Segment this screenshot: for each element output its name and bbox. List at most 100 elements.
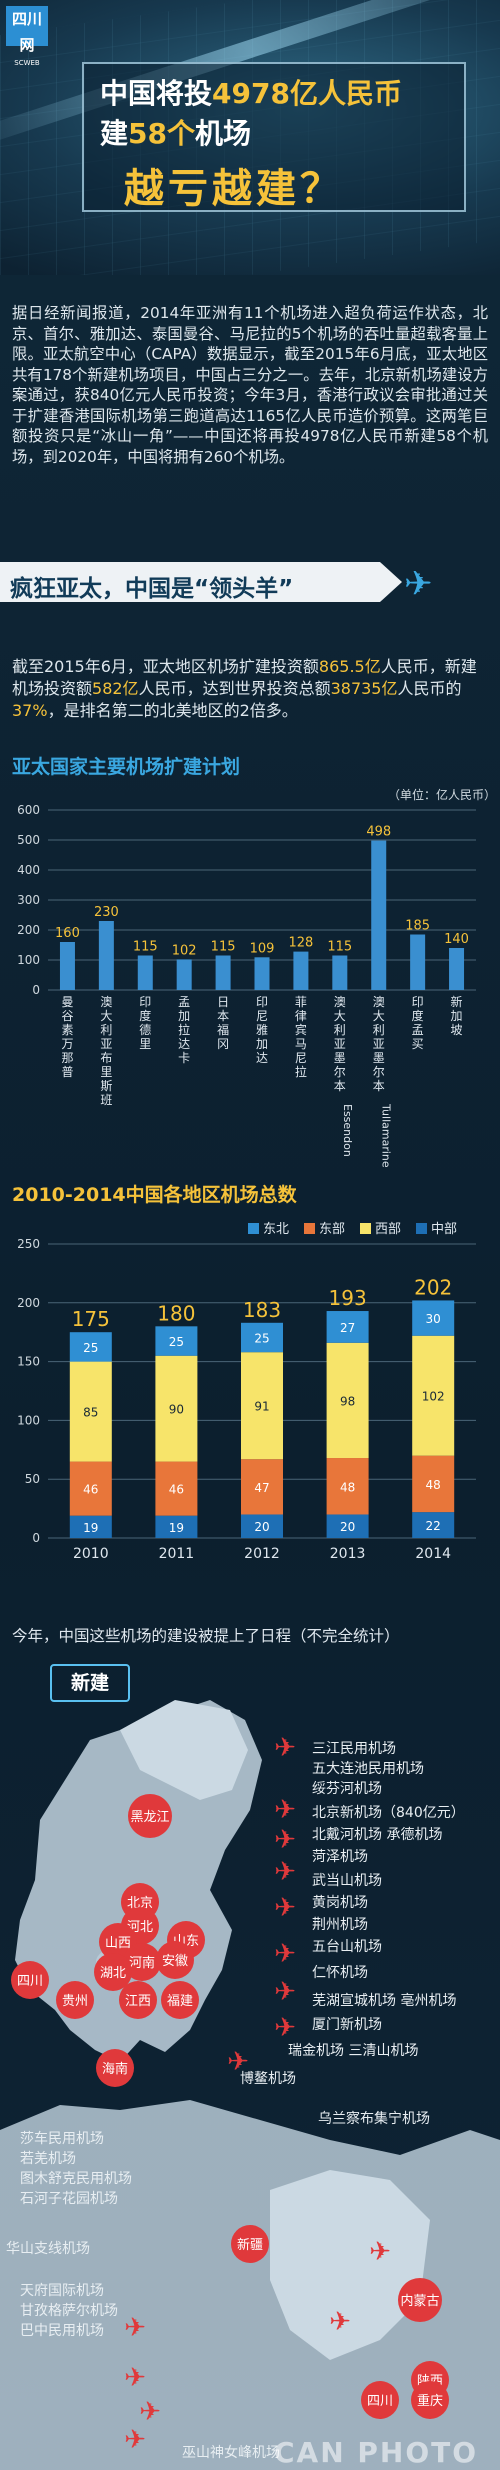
airport-name: 巴中民用机场 <box>20 2323 104 2339</box>
site-logo[interactable]: 四川网 SCWEB <box>6 6 48 67</box>
stacked-bar-segment <box>241 1459 283 1515</box>
svg-text:普: 普 <box>61 1065 73 1079</box>
y-tick-label: 150 <box>17 1355 40 1369</box>
province-label: 四川 <box>17 1974 43 1989</box>
svg-text:尼: 尼 <box>256 1009 268 1023</box>
x-category-label: 2013 <box>330 1546 366 1562</box>
province-marker <box>123 1943 161 1981</box>
headline-line-1: 中国将投4978亿人民币 <box>100 77 402 110</box>
airplane-icon: ✈ <box>274 1977 296 2007</box>
svg-text:大: 大 <box>334 1009 346 1023</box>
y-tick-label: 0 <box>32 1531 40 1545</box>
svg-text:尼: 尼 <box>295 1051 307 1065</box>
svg-text:尔: 尔 <box>373 1064 385 1079</box>
segment-value-label: 46 <box>83 1483 98 1497</box>
svg-text:达: 达 <box>256 1051 268 1065</box>
airport-name: 巫山神女峰机场 <box>182 2445 280 2461</box>
bar-value-label: 140 <box>444 932 469 947</box>
svg-text:那: 那 <box>61 1051 73 1065</box>
svg-text:加: 加 <box>256 1037 268 1051</box>
province-label: 重庆 <box>417 2393 443 2409</box>
province-marker <box>156 1941 194 1979</box>
y-tick-label: 100 <box>17 1413 40 1427</box>
airplane-icon: ✈ <box>329 2307 351 2337</box>
airplane-icon: ✈ <box>124 2425 146 2455</box>
segment-value-label: 48 <box>340 1480 355 1494</box>
airport-name: 若羌机场 <box>20 2151 76 2167</box>
headline-box: 中国将投4978亿人民币 建58个机场 越亏越建？ <box>82 62 466 212</box>
airplane-icon: ✈ <box>124 2363 146 2393</box>
svg-text:班: 班 <box>100 1093 112 1107</box>
segment-value-label: 25 <box>169 1335 184 1349</box>
bar <box>59 942 75 990</box>
legend-item: 西部 <box>360 1218 401 1237</box>
total-label: 183 <box>243 1298 281 1322</box>
airport-name: 仁怀机场 <box>312 1965 368 1981</box>
bar-value-label: 498 <box>366 825 391 840</box>
airport-name: 北京新机场（840亿元） <box>312 1805 465 1821</box>
stacked-bar-segment <box>241 1322 283 1353</box>
stacked-bar-segment <box>326 1458 369 1515</box>
stacked-bar-segment <box>155 1326 198 1356</box>
segment-value-label: 30 <box>426 1312 441 1326</box>
svg-text:孟: 孟 <box>178 995 190 1009</box>
svg-text:素: 素 <box>61 1023 73 1037</box>
airplane-icon: ✈ <box>274 1733 296 1763</box>
segment-value-label: 102 <box>422 1390 445 1404</box>
province-marker <box>56 1981 94 2019</box>
airplane-icon: ✈ <box>274 1795 296 1825</box>
svg-text:加: 加 <box>178 1009 190 1023</box>
svg-text:孟: 孟 <box>412 1023 424 1037</box>
airport-name: 莎车民用机场 <box>20 2131 104 2147</box>
svg-text:本: 本 <box>373 1079 385 1093</box>
province-label: 北京 <box>127 1896 153 1911</box>
airplane-icon: ✈ <box>227 2047 249 2077</box>
svg-text:拉: 拉 <box>295 1064 307 1079</box>
segment-value-label: 46 <box>169 1483 184 1497</box>
y-tick-label: 400 <box>17 863 40 877</box>
y-tick-label: 200 <box>17 923 40 937</box>
svg-text:新: 新 <box>451 994 463 1009</box>
province-label: 海南 <box>102 2061 128 2077</box>
airport-name: 荆州机场 <box>312 1917 368 1933</box>
investment-paragraph: 截至2015年6月，亚太地区机场扩建投资额865.5亿人民币，新建机场投资额58… <box>12 657 477 720</box>
svg-text:Essendon: Essendon <box>341 1104 354 1157</box>
bar-value-label: 115 <box>211 940 236 955</box>
svg-text:印: 印 <box>139 995 151 1009</box>
bar <box>176 959 192 990</box>
svg-text:买: 买 <box>412 1037 424 1051</box>
svg-text:福: 福 <box>217 1022 229 1037</box>
airport-name: 图木舒克民用机场 <box>20 2171 132 2187</box>
svg-text:马: 马 <box>295 1037 307 1051</box>
province-label: 内蒙古 <box>400 2293 439 2309</box>
province-marker <box>398 2278 442 2322</box>
airport-name: 华山支线机场 <box>6 2241 90 2257</box>
province-label: 江西 <box>125 1994 151 2009</box>
province-marker <box>361 2381 399 2419</box>
stacked-bar-segment <box>155 1461 198 1516</box>
svg-text:菲: 菲 <box>295 995 307 1009</box>
legend-item: 东北 <box>248 1218 289 1237</box>
svg-text:达: 达 <box>178 1037 190 1051</box>
svg-text:Tullamarine: Tullamarine <box>380 1103 393 1168</box>
svg-text:宾: 宾 <box>295 1022 307 1037</box>
airport-name: 绥芬河机场 <box>312 1781 382 1797</box>
svg-text:墨: 墨 <box>334 1051 346 1065</box>
svg-text:尔: 尔 <box>334 1064 346 1079</box>
watermark: CAN PHOTO <box>274 2436 479 2469</box>
province-marker <box>11 1961 49 1999</box>
svg-text:布: 布 <box>100 1051 112 1065</box>
province-label: 河南 <box>129 1955 155 1971</box>
total-label: 202 <box>414 1275 452 1299</box>
svg-text:利: 利 <box>100 1023 112 1037</box>
svg-text:印: 印 <box>256 995 268 1009</box>
bar <box>449 948 465 990</box>
new-build-label: 新建 <box>50 1664 130 1702</box>
headline-line-2: 建58个机场 <box>100 117 251 150</box>
airport-name: 三江民用机场 <box>312 1741 396 1757</box>
y-tick-label: 300 <box>17 893 40 907</box>
segment-value-label: 98 <box>340 1394 355 1408</box>
